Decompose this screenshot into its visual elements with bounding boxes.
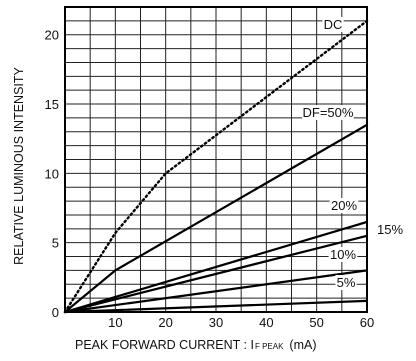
x-tick-label: 30	[209, 315, 223, 330]
curve-labels: DC DF=50% 20% 15% 10% 5%	[302, 17, 403, 290]
curve-label-bg	[302, 105, 354, 120]
curve-df-50	[63, 123, 369, 314]
y-tick-label: 5	[52, 236, 59, 251]
x-axis-title-unit: (mA)	[289, 338, 316, 352]
x-tick-label: 50	[309, 315, 323, 330]
tick-labels: 0 10 20 30 40 50 60 5 10 15 20	[45, 28, 375, 330]
x-tick-label: 60	[360, 315, 374, 330]
curve-label-bg	[328, 247, 358, 262]
curves	[63, 19, 369, 314]
curve-label: 5%	[337, 275, 356, 290]
x-tick-label: 20	[158, 315, 172, 330]
y-tick-label: 15	[45, 97, 59, 112]
x-axis-title: PEAK FORWARD CURRENT : IF PEAK (mA)	[75, 338, 317, 352]
curve-5	[63, 299, 369, 314]
curve-dc	[63, 19, 369, 314]
curve-label: 15%	[377, 222, 403, 237]
curve-20	[63, 220, 369, 314]
y-axis-title: RELATIVE LUMINOUS INTENSITY	[12, 66, 26, 264]
x-axis-title-main: PEAK FORWARD CURRENT : I	[75, 338, 254, 352]
x-tick-label: 40	[259, 315, 273, 330]
plot-frame	[64, 6, 368, 313]
curve-label: DF=50%	[303, 105, 354, 120]
origin-tick-label: 0	[52, 305, 59, 320]
curve-label-bg	[322, 17, 344, 32]
curve-label: 10%	[330, 247, 356, 262]
x-tick-label: 10	[108, 315, 122, 330]
plot-border	[64, 6, 368, 313]
y-tick-label: 20	[45, 28, 59, 43]
curve-label-bg	[335, 275, 357, 290]
x-axis-title-subscript: F PEAK	[255, 342, 284, 351]
curve-15	[63, 234, 369, 314]
curve-label: 20%	[331, 198, 357, 213]
curve-label: DC	[324, 17, 343, 32]
curve-10	[63, 269, 369, 314]
y-tick-label: 10	[45, 166, 59, 181]
curve-label-bg	[329, 198, 359, 213]
